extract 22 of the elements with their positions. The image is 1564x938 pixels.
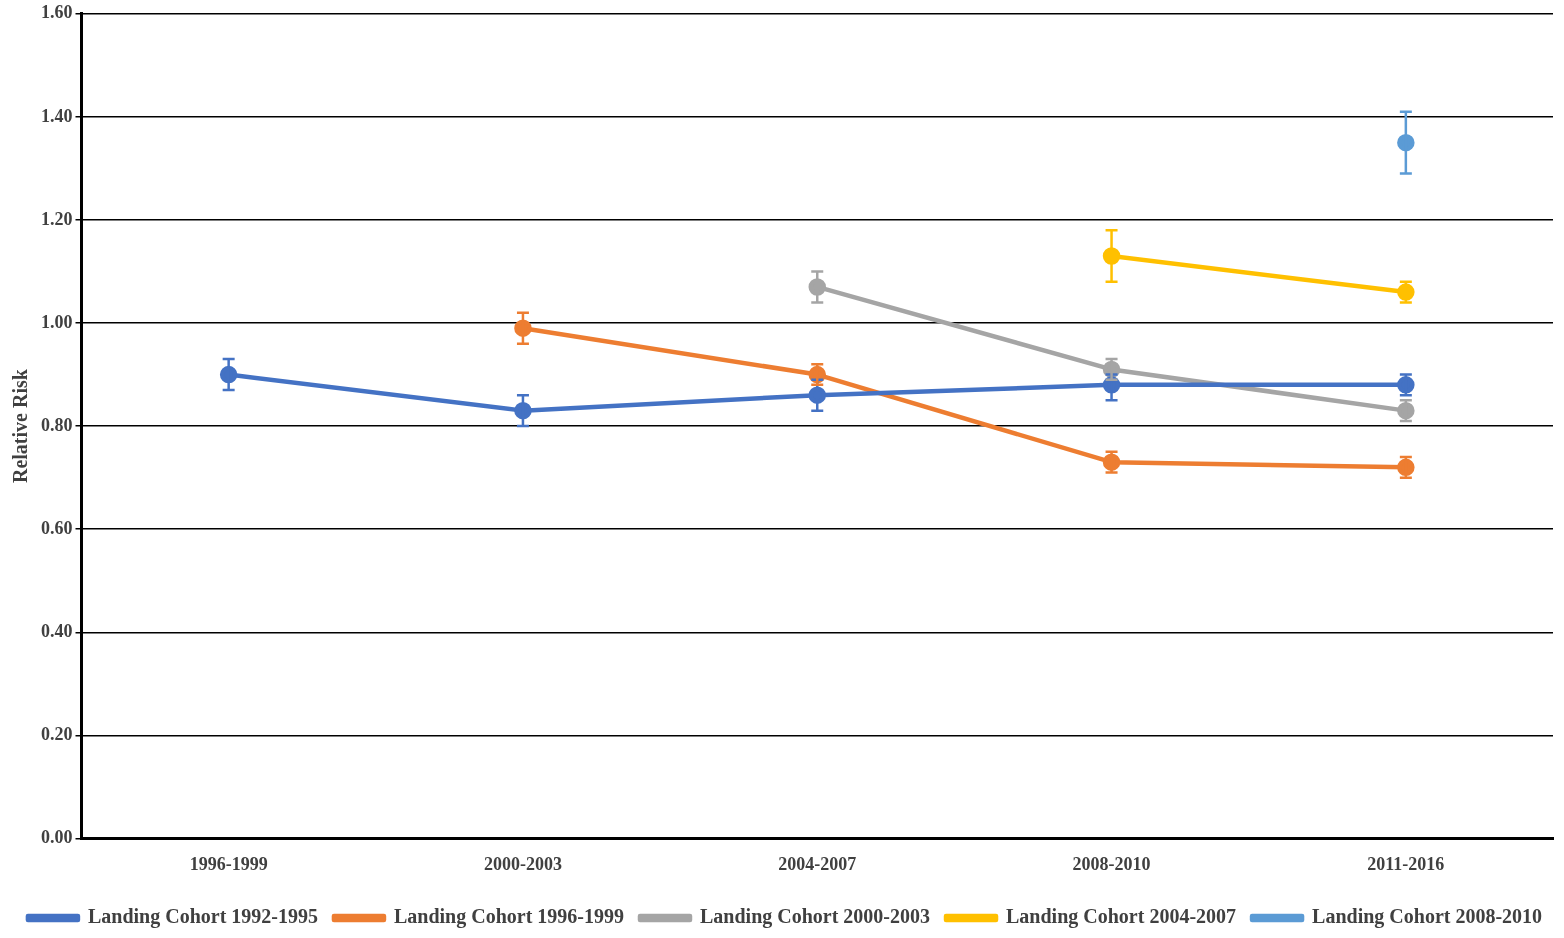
legend-label: Landing Cohort 2000-2003: [699, 905, 931, 929]
x-tick-label: 1996-1999: [189, 853, 268, 874]
point: [514, 401, 532, 420]
y-tick-label: 0.60: [41, 517, 73, 538]
x-tick-label: 2011-2016: [1367, 853, 1445, 874]
y-tick-label: 0.20: [41, 723, 73, 744]
y-tick-label: 1.60: [41, 2, 73, 23]
y-axis-title: Relative Risk: [9, 368, 32, 484]
x-tick-label: 2000-2003: [483, 853, 562, 874]
y-tick-label: 0.80: [41, 414, 73, 435]
legend-label: Landing Cohort 2008-2010: [1312, 905, 1543, 929]
y-tick-label: 1.20: [41, 208, 73, 229]
y-tick-label: 1.40: [41, 105, 73, 126]
point: [1397, 133, 1415, 152]
legend-label: Landing Cohort 1992-1995: [87, 905, 318, 929]
x-tick-label: 2004-2007: [778, 853, 857, 874]
x-tick-label: 2008-2010: [1072, 853, 1151, 874]
y-tick-label: 1.00: [41, 311, 73, 332]
y-tick-label: 0.40: [41, 620, 73, 641]
legend-label: Landing Cohort 1996-1999: [393, 905, 624, 929]
legend-label: Landing Cohort 2004-2007: [1006, 905, 1237, 929]
y-tick-label: 0.00: [41, 827, 73, 848]
